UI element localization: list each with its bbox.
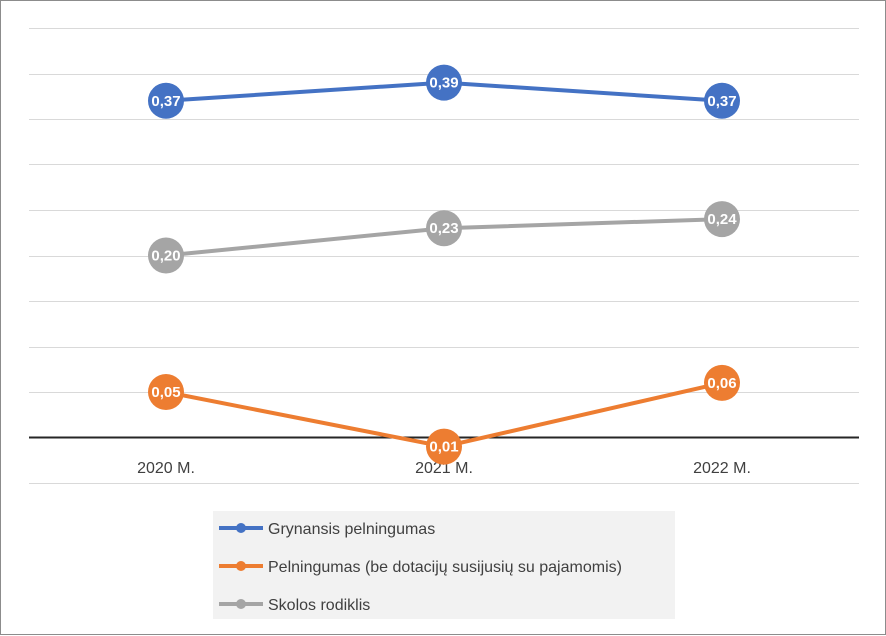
x-tick-label: 2021 M. <box>415 460 473 477</box>
legend-marker <box>236 599 246 609</box>
legend-entry: Grynansis pelningumas <box>268 521 435 538</box>
data-point <box>704 82 740 119</box>
data-label: 0,05 <box>151 384 180 401</box>
data-label: 0,06 <box>707 375 736 392</box>
data-label: 0,39 <box>429 75 458 92</box>
x-tick-label: 2020 M. <box>137 460 195 477</box>
x-axis-ticks: 2020 M. 2021 M. 2022 M. <box>137 460 751 477</box>
legend-box <box>213 511 675 619</box>
legend-marker <box>236 561 246 571</box>
data-label: 0,20 <box>151 248 180 265</box>
data-point <box>148 374 184 410</box>
legend-entry: Skolos rodiklis <box>268 597 370 614</box>
data-label: 0,23 <box>429 220 458 237</box>
data-point <box>426 210 462 247</box>
data-point <box>704 364 740 401</box>
legend-entry: Pelningumas (be dotacijų susijusių su pa… <box>268 559 622 576</box>
series: 0,20 0,23 0,24 <box>148 201 740 274</box>
data-point <box>148 82 184 119</box>
data-point <box>148 237 184 274</box>
series: 0,05 0,01 0,06 <box>148 364 740 465</box>
x-tick-label: 2022 M. <box>693 460 751 477</box>
series: 0,37 0,39 0,37 <box>148 64 740 119</box>
data-label: 0,37 <box>151 93 180 110</box>
data-point <box>426 428 462 465</box>
data-point <box>704 201 740 238</box>
data-label: 0,01 <box>429 439 458 456</box>
data-point <box>426 64 462 101</box>
data-label: 0,24 <box>707 211 737 228</box>
data-label: 0,37 <box>707 93 736 110</box>
legend-marker <box>236 523 246 533</box>
series-lines: 0,37 0,39 0,37 0,05 0,01 0,06 0,20 0,23 0,24 <box>148 64 740 465</box>
legend: Grynansis pelningumas Pelningumas (be dot… <box>213 511 675 619</box>
